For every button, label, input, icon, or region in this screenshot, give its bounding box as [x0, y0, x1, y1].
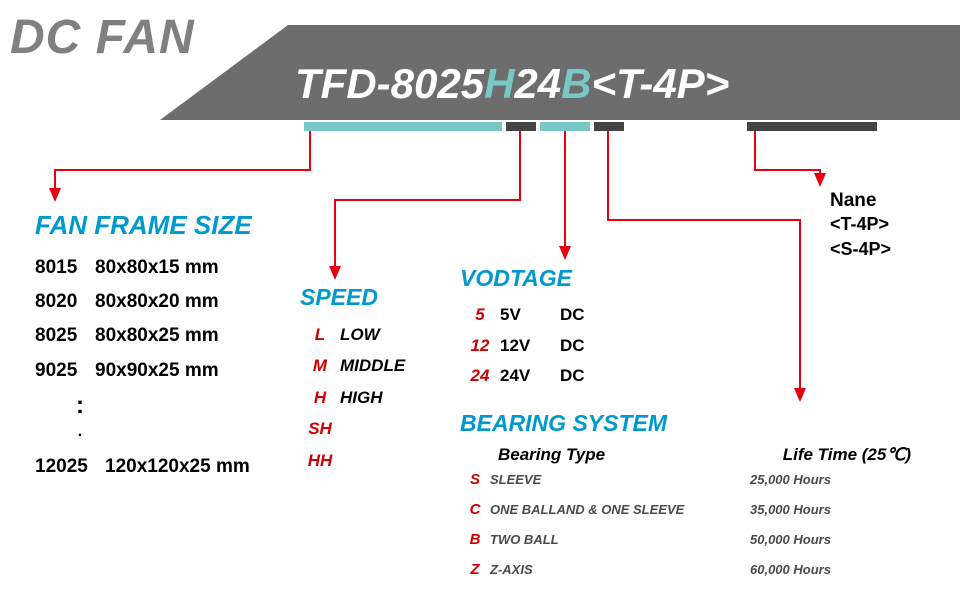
bearing-row: ZZ-AXIS60,000 Hours — [460, 555, 911, 585]
voltage-dc: DC — [560, 331, 585, 362]
speed-code: HH — [300, 445, 340, 476]
bearing-title: BEARING SYSTEM — [460, 410, 911, 437]
frame-dim: 90x90x25 mm — [95, 360, 219, 381]
speed-code: SH — [300, 413, 340, 444]
frame-size-title: FAN FRAME SIZE — [35, 210, 252, 241]
bearing-life: 25,000 Hours — [750, 467, 831, 493]
frame-dim: 80x80x25 mm — [95, 325, 219, 346]
bearing-code: B — [460, 525, 490, 555]
bearing-life: 60,000 Hours — [750, 557, 831, 583]
speed-row: HHIGH — [300, 382, 405, 413]
bearing-life: 35,000 Hours — [750, 497, 831, 523]
bearing-section: BEARING SYSTEM Bearing Type Life Time (2… — [460, 410, 911, 585]
speed-label: LOW — [340, 319, 380, 350]
connector-item: <T-4P> — [830, 212, 891, 237]
voltage-row: 55VDC — [460, 300, 585, 331]
voltage-code: 12 — [460, 331, 500, 362]
frame-code: 8015 — [35, 251, 95, 285]
bearing-col-type: Bearing Type — [498, 445, 778, 465]
frame-row: 801580x80x15 mm — [35, 251, 252, 285]
ellipsis: . — [35, 424, 125, 440]
frame-code: 8020 — [35, 285, 95, 319]
frame-dim: 80x80x20 mm — [95, 291, 219, 312]
speed-row: LLOW — [300, 319, 405, 350]
voltage-title: VODTAGE — [460, 265, 585, 292]
frame-row: 902590x90x25 mm — [35, 354, 252, 388]
bearing-type: Z-AXIS — [490, 557, 750, 583]
speed-label: HIGH — [340, 382, 383, 413]
frame-row: 12025120x120x25 mm — [35, 450, 252, 484]
voltage-dc: DC — [560, 361, 585, 392]
ellipsis: : — [35, 394, 125, 418]
speed-title: SPEED — [300, 284, 405, 311]
bearing-row: CONE BALLAND & ONE SLEEVE35,000 Hours — [460, 495, 911, 525]
voltage-section: VODTAGE 55VDC 1212VDC 2424VDC — [460, 265, 585, 392]
frame-row: 802580x80x25 mm — [35, 319, 252, 353]
voltage-code: 24 — [460, 361, 500, 392]
bearing-list: SSLEEVE25,000 Hours CONE BALLAND & ONE S… — [460, 465, 911, 585]
frame-row: 802080x80x20 mm — [35, 285, 252, 319]
speed-code: H — [300, 382, 340, 413]
speed-row: SH — [300, 413, 405, 444]
bearing-code: Z — [460, 555, 490, 585]
frame-dim: 80x80x15 mm — [95, 257, 219, 278]
speed-label: MIDDLE — [340, 350, 405, 381]
frame-size-section: FAN FRAME SIZE 801580x80x15 mm 802080x80… — [35, 210, 252, 484]
pn-segment-voltage: 24 — [514, 60, 561, 107]
frame-code: 8025 — [35, 319, 95, 353]
speed-row: HH — [300, 445, 405, 476]
speed-code: M — [300, 350, 340, 381]
frame-code: 12025 — [35, 450, 105, 484]
bearing-row: BTWO BALL50,000 Hours — [460, 525, 911, 555]
voltage-row: 2424VDC — [460, 361, 585, 392]
bearing-code: S — [460, 465, 490, 495]
voltage-value: 5V — [500, 300, 560, 331]
bearing-header: Bearing Type Life Time (25℃) — [460, 445, 911, 465]
speed-row: MMIDDLE — [300, 350, 405, 381]
voltage-list: 55VDC 1212VDC 2424VDC — [460, 300, 585, 392]
underline-speed — [506, 122, 536, 131]
frame-dim: 120x120x25 mm — [105, 456, 250, 477]
pn-segment-bearing: B — [561, 60, 591, 107]
voltage-value: 24V — [500, 361, 560, 392]
frame-size-list: 801580x80x15 mm 802080x80x20 mm 802580x8… — [35, 251, 252, 484]
pn-segment-model: TFD-8025 — [295, 60, 484, 107]
speed-list: LLOW MMIDDLE HHIGH SH HH — [300, 319, 405, 476]
underline-bearing — [594, 122, 624, 131]
bearing-type: ONE BALLAND & ONE SLEEVE — [490, 497, 750, 523]
bearing-code: C — [460, 495, 490, 525]
connector-section: Nane <T-4P> <S-4P> — [830, 190, 891, 262]
underline-voltage — [540, 122, 590, 131]
bearing-col-life: Life Time (25℃) — [783, 445, 911, 465]
connector-title: Nane — [830, 190, 891, 212]
frame-code: 9025 — [35, 354, 95, 388]
speed-section: SPEED LLOW MMIDDLE HHIGH SH HH — [300, 284, 405, 476]
bearing-type: TWO BALL — [490, 527, 750, 553]
bearing-life: 50,000 Hours — [750, 527, 831, 553]
pn-segment-speed: H — [484, 60, 514, 107]
voltage-row: 1212VDC — [460, 331, 585, 362]
speed-code: L — [300, 319, 340, 350]
voltage-dc: DC — [560, 300, 585, 331]
page-title: DC FAN — [10, 10, 195, 65]
part-number: TFD-8025H24B<T-4P> — [295, 60, 729, 108]
underline-frame — [304, 122, 502, 131]
voltage-value: 12V — [500, 331, 560, 362]
voltage-code: 5 — [460, 300, 500, 331]
bearing-row: SSLEEVE25,000 Hours — [460, 465, 911, 495]
connector-item: <S-4P> — [830, 237, 891, 262]
bearing-type: SLEEVE — [490, 467, 750, 493]
pn-segment-connector: <T-4P> — [591, 60, 729, 107]
underline-connector — [747, 122, 877, 131]
